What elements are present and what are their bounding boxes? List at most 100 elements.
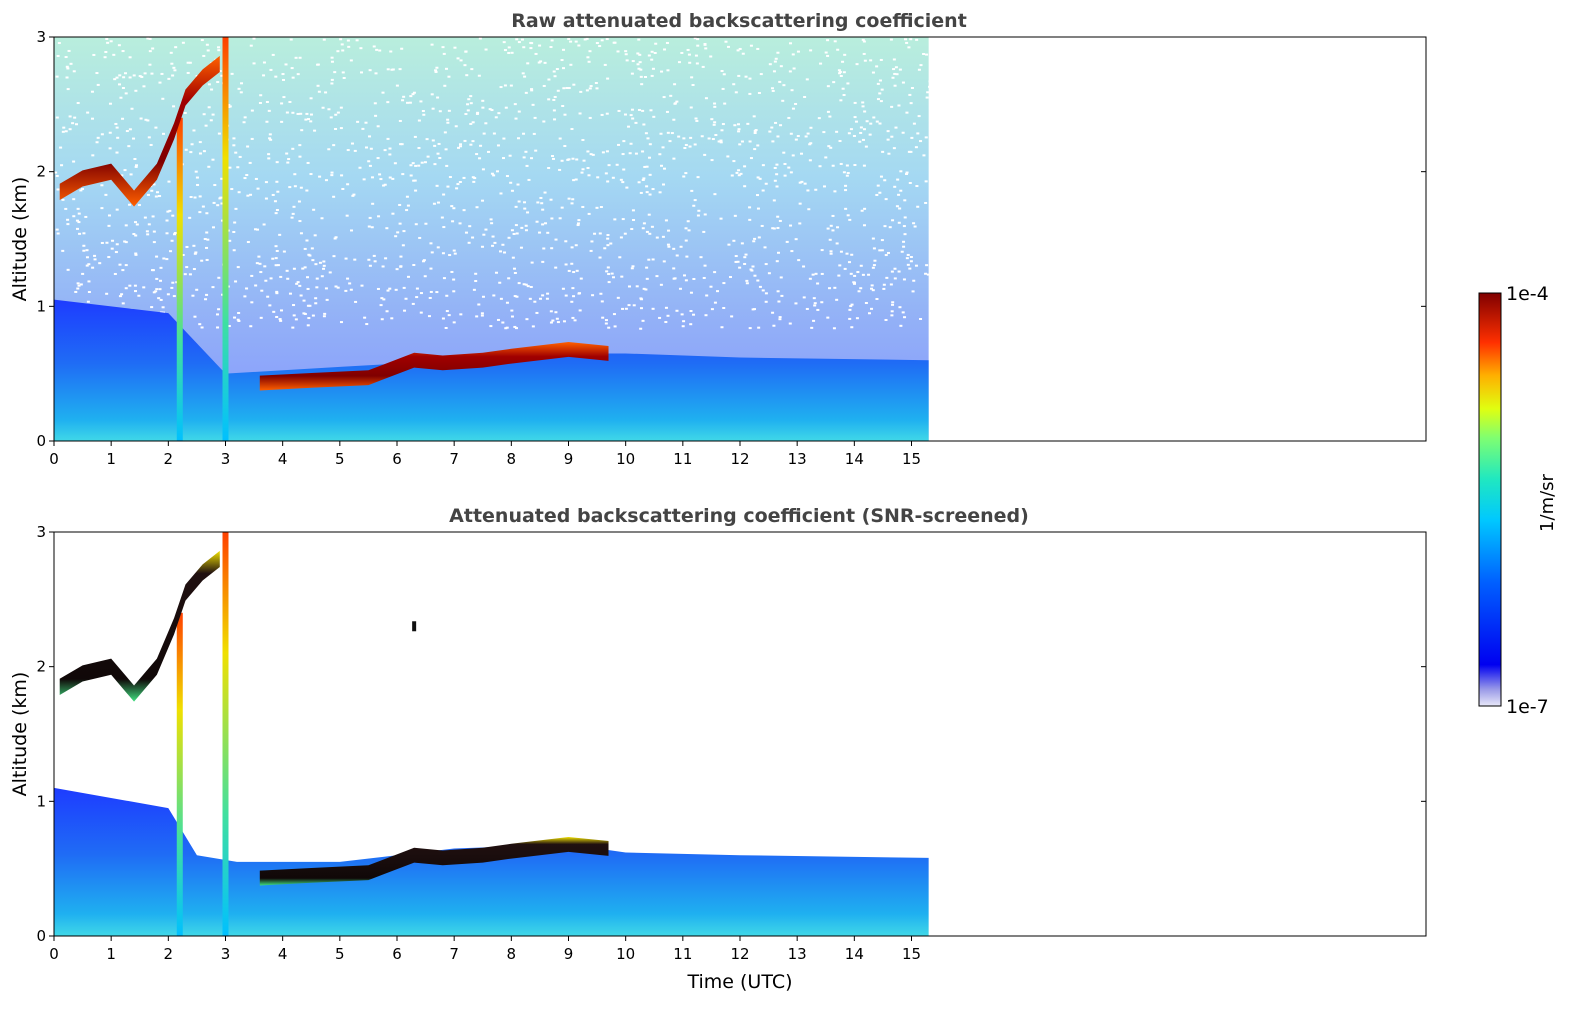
noise-pixel — [615, 163, 619, 166]
noise-pixel — [695, 119, 699, 122]
noise-pixel — [839, 99, 843, 102]
noise-pixel — [925, 264, 929, 267]
noise-pixel — [322, 315, 326, 318]
noise-pixel — [150, 306, 154, 309]
noise-pixel — [809, 126, 813, 129]
noise-pixel — [553, 118, 557, 121]
noise-pixel — [515, 38, 519, 41]
noise-pixel — [220, 202, 224, 205]
noise-pixel — [831, 214, 835, 217]
noise-pixel — [862, 164, 866, 167]
noise-pixel — [911, 290, 915, 293]
noise-pixel — [554, 311, 558, 314]
noise-pixel — [796, 50, 800, 53]
noise-pixel — [469, 95, 473, 98]
noise-pixel — [205, 246, 209, 249]
noise-pixel — [512, 232, 516, 235]
noise-pixel — [81, 272, 85, 275]
noise-pixel — [334, 236, 338, 239]
noise-pixel — [255, 262, 259, 265]
noise-pixel — [309, 97, 313, 100]
noise-pixel — [733, 124, 737, 127]
noise-pixel — [644, 132, 648, 135]
noise-pixel — [560, 59, 564, 62]
noise-pixel — [607, 326, 611, 329]
noise-pixel — [107, 256, 111, 259]
noise-pixel — [925, 96, 929, 99]
noise-pixel — [391, 68, 395, 71]
noise-pixel — [832, 81, 836, 84]
noise-pixel — [478, 37, 482, 40]
noise-pixel — [905, 171, 909, 174]
noise-pixel — [232, 249, 236, 252]
noise-pixel — [736, 49, 740, 52]
noise-pixel — [836, 226, 840, 229]
noise-pixel — [709, 285, 713, 288]
noise-pixel — [120, 293, 124, 296]
noise-pixel — [662, 260, 666, 263]
noise-pixel — [783, 162, 787, 165]
noise-pixel — [730, 315, 734, 318]
noise-pixel — [143, 72, 147, 75]
noise-pixel — [78, 232, 82, 235]
noise-pixel — [828, 238, 832, 241]
noise-pixel — [752, 240, 756, 243]
noise-pixel — [435, 66, 439, 69]
noise-pixel — [484, 48, 488, 51]
noise-pixel — [306, 287, 310, 290]
noise-pixel — [234, 207, 238, 210]
noise-pixel — [59, 146, 63, 149]
noise-pixel — [690, 76, 694, 79]
noise-pixel — [248, 161, 252, 164]
noise-pixel — [613, 218, 617, 221]
noise-pixel — [274, 257, 278, 260]
noise-pixel — [262, 223, 266, 226]
noise-pixel — [339, 321, 343, 324]
noise-pixel — [315, 286, 319, 289]
noise-pixel — [453, 46, 457, 49]
noise-pixel — [902, 278, 906, 281]
noise-pixel — [423, 161, 427, 164]
noise-pixel — [459, 313, 463, 316]
noise-pixel — [429, 242, 433, 245]
noise-pixel — [204, 124, 208, 127]
noise-pixel — [462, 209, 466, 212]
panel-raw: Raw attenuated backscattering coefficien… — [9, 10, 1427, 468]
noise-pixel — [781, 99, 785, 102]
x-tick-label: 4 — [278, 945, 288, 963]
noise-pixel — [348, 282, 352, 285]
noise-pixel — [831, 164, 835, 167]
noise-pixel — [384, 257, 388, 260]
noise-pixel — [854, 120, 858, 123]
noise-pixel — [513, 271, 517, 274]
noise-pixel — [431, 107, 435, 110]
noise-pixel — [372, 254, 376, 257]
noise-pixel — [217, 276, 221, 279]
noise-pixel — [203, 238, 207, 241]
noise-pixel — [422, 113, 426, 116]
noise-pixel — [499, 86, 503, 89]
noise-pixel — [878, 92, 882, 95]
noise-pixel — [779, 124, 783, 127]
noise-pixel — [481, 106, 485, 109]
noise-pixel — [173, 233, 177, 236]
noise-pixel — [841, 87, 845, 90]
noise-pixel — [794, 102, 798, 105]
noise-pixel — [452, 278, 456, 281]
noise-pixel — [367, 258, 371, 261]
noise-pixel — [625, 186, 629, 189]
noise-pixel — [86, 111, 90, 114]
noise-pixel — [928, 80, 932, 83]
noise-pixel — [787, 116, 791, 119]
noise-pixel — [79, 189, 83, 192]
noise-pixel — [549, 46, 553, 49]
noise-pixel — [73, 116, 77, 119]
noise-pixel — [639, 75, 643, 78]
noise-pixel — [504, 106, 508, 109]
noise-pixel — [155, 277, 159, 280]
noise-pixel — [495, 170, 499, 173]
noise-pixel — [816, 282, 820, 285]
noise-pixel — [539, 60, 543, 63]
noise-pixel — [526, 285, 530, 288]
noise-pixel — [402, 286, 406, 289]
